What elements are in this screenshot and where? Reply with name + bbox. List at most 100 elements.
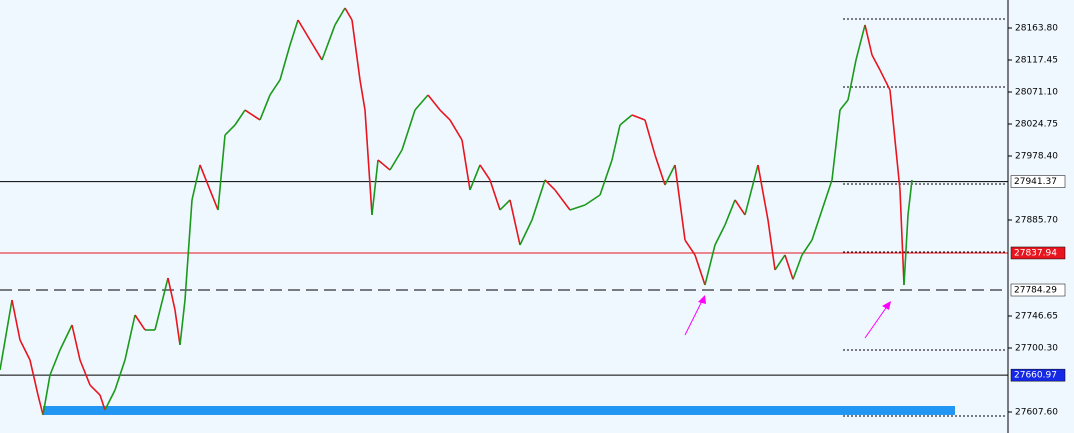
- price-segment: [839, 99, 849, 111]
- price-segment: [801, 239, 813, 256]
- price-segment: [334, 7, 346, 26]
- price-segment: [184, 199, 193, 301]
- price-segment: [714, 224, 726, 246]
- price-segment: [907, 179, 913, 216]
- price-segment: [244, 109, 261, 121]
- price-segment: [757, 164, 769, 221]
- level-label-box: [1010, 368, 1066, 382]
- y-tick-label: 27978.40: [1015, 152, 1058, 162]
- price-segment: [344, 7, 353, 21]
- arrow: [684, 298, 704, 336]
- y-tick-label: 28163.80: [1015, 24, 1058, 34]
- price-segment: [289, 19, 299, 46]
- price-segment: [401, 109, 416, 151]
- level-label-box: [1010, 283, 1066, 297]
- price-segment: [42, 374, 51, 416]
- price-segment: [29, 359, 39, 396]
- y-tick-label: 28024.75: [1015, 120, 1058, 130]
- price-segment: [569, 204, 586, 211]
- price-segment: [209, 189, 219, 211]
- price-segment: [359, 79, 366, 111]
- price-segment: [351, 19, 361, 81]
- price-segment: [167, 277, 176, 311]
- price-segment: [871, 54, 881, 71]
- price-segment: [811, 209, 823, 241]
- y-tick-label: 27746.65: [1015, 311, 1058, 321]
- price-segment: [744, 164, 759, 216]
- price-segment: [309, 39, 323, 61]
- price-segment: [71, 324, 81, 361]
- price-segment: [297, 19, 311, 41]
- price-segment: [99, 394, 106, 411]
- price-segment: [855, 24, 866, 61]
- price-segment: [903, 214, 909, 286]
- price-segment: [199, 164, 211, 191]
- arrow-head: [882, 301, 891, 310]
- price-segment: [654, 154, 666, 186]
- axis-panel: [1008, 0, 1074, 433]
- price-segment: [49, 349, 61, 376]
- price-segment: [104, 389, 116, 411]
- price-segment: [259, 94, 271, 121]
- price-segment: [831, 109, 841, 181]
- price-segment: [449, 119, 463, 141]
- price-segment: [371, 159, 379, 216]
- price-segment: [821, 179, 833, 211]
- price-segment: [619, 114, 633, 126]
- level-label: 27837.94: [1014, 248, 1057, 258]
- price-segment: [234, 109, 246, 126]
- price-segment: [895, 149, 901, 191]
- price-segment: [847, 59, 857, 101]
- price-segment: [611, 124, 621, 161]
- price-segment: [704, 244, 716, 286]
- zone: [43, 405, 955, 415]
- price-segment: [37, 394, 44, 416]
- level-label-box: [1010, 246, 1066, 260]
- annotations: [684, 295, 891, 339]
- price-segment: [599, 159, 613, 196]
- price-segment: [179, 299, 186, 346]
- price-segment: [364, 109, 373, 216]
- price-segment: [389, 149, 403, 171]
- price-segment: [899, 189, 905, 285]
- price-segment: [427, 94, 441, 111]
- price-segment: [734, 199, 746, 216]
- price-segment: [279, 44, 291, 81]
- price-segment: [584, 194, 601, 206]
- y-tick-label: 27700.30: [1015, 343, 1058, 353]
- price-segment: [174, 309, 181, 346]
- price-segment: [724, 199, 736, 226]
- price-segment: [154, 277, 169, 331]
- arrow-head: [698, 295, 706, 304]
- price-segment: [631, 114, 646, 121]
- price-segment: [439, 109, 451, 121]
- price-segment: [114, 359, 126, 391]
- price-segment: [479, 164, 491, 181]
- price-segment: [531, 179, 546, 221]
- price-segment: [784, 254, 794, 280]
- price-segment: [879, 69, 891, 91]
- price-segment: [509, 199, 521, 246]
- price-segment: [774, 254, 786, 271]
- price-segment: [414, 94, 429, 111]
- price-segment: [0, 299, 13, 371]
- price-segment: [684, 239, 696, 256]
- level-label-box: [1010, 175, 1066, 188]
- price-segment: [544, 179, 556, 191]
- price-segment: [89, 384, 101, 396]
- level-label: 27660.97: [1014, 371, 1057, 381]
- price-segment: [217, 134, 226, 211]
- level-label: 27784.29: [1014, 286, 1057, 296]
- price-segment: [469, 164, 481, 191]
- y-tick-label: 27607.60: [1015, 407, 1058, 417]
- price-segment: [461, 139, 471, 191]
- arrow: [864, 304, 889, 339]
- price-segment: [19, 339, 31, 361]
- y-tick-label: 28071.10: [1015, 88, 1058, 98]
- price-segment: [864, 24, 873, 56]
- price-segment: [79, 359, 91, 386]
- price-segment: [321, 24, 336, 61]
- y-tick-label: 28117.45: [1015, 56, 1058, 66]
